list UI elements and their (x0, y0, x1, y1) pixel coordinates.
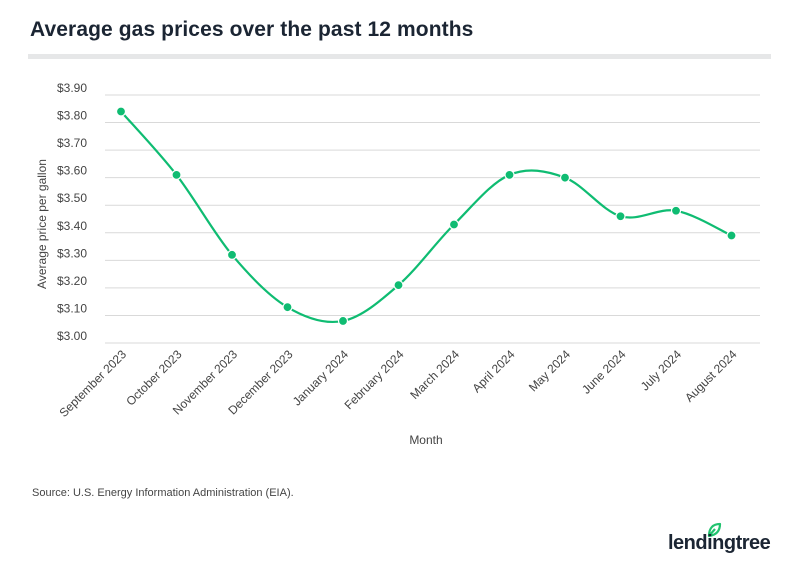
data-point (393, 280, 404, 291)
y-tick-label: $3.80 (57, 109, 87, 123)
x-tick-label: June 2024 (579, 347, 629, 397)
y-tick-label: $3.10 (57, 301, 87, 315)
y-tick-label: $3.60 (57, 164, 87, 178)
x-tick-label: July 2024 (638, 347, 684, 393)
series-line (120, 110, 732, 324)
y-tick-label: $3.50 (57, 191, 87, 205)
y-tick-label: $3.70 (57, 136, 87, 150)
y-tick-label: $3.20 (57, 274, 87, 288)
title-divider (28, 54, 771, 59)
x-tick-label: February 2024 (342, 347, 407, 412)
data-point (448, 219, 460, 230)
y-tick-label: $3.40 (57, 219, 87, 233)
y-axis-label: Average price per gallon (35, 159, 49, 289)
y-tick-label: $3.30 (57, 246, 87, 260)
y-tick-label: $3.00 (57, 329, 87, 343)
leaf-icon (707, 522, 722, 538)
chart-title: Average gas prices over the past 12 mont… (30, 18, 474, 41)
data-point (615, 211, 626, 222)
x-tick-label: January 2024 (290, 347, 352, 409)
x-tick-label: April 2024 (470, 347, 518, 395)
line-chart: $3.00 $3.10 $3.20 $3.30 $3.40 $3.50 $3.60 $3.70… (35, 81, 760, 447)
data-point (726, 230, 737, 241)
data-point (171, 169, 182, 181)
data-point (115, 106, 127, 117)
data-point (670, 205, 682, 216)
data-point (226, 249, 238, 260)
x-tick-label: October 2023 (123, 347, 185, 409)
x-tick-label: May 2024 (526, 347, 573, 394)
y-tick-labels: $3.00 $3.10 $3.20 $3.30 $3.40 $3.50 $3.60 $3.70… (57, 81, 87, 343)
x-tick-label: September 2023 (56, 347, 129, 420)
data-point (337, 315, 349, 327)
x-tick-label: March 2024 (407, 347, 462, 402)
data-point (504, 169, 515, 181)
gridlines (105, 94, 760, 344)
x-axis-label: Month (409, 433, 442, 447)
data-point (559, 172, 571, 183)
logo-text: lendingtree (668, 532, 771, 554)
data-point (282, 302, 293, 313)
data-points (115, 106, 737, 327)
y-tick-label: $3.90 (57, 81, 87, 95)
source-note: Source: U.S. Energy Information Administ… (32, 487, 294, 499)
lendingtree-logo: lendingtree (668, 522, 778, 558)
x-tick-label: August 2024 (682, 347, 740, 405)
